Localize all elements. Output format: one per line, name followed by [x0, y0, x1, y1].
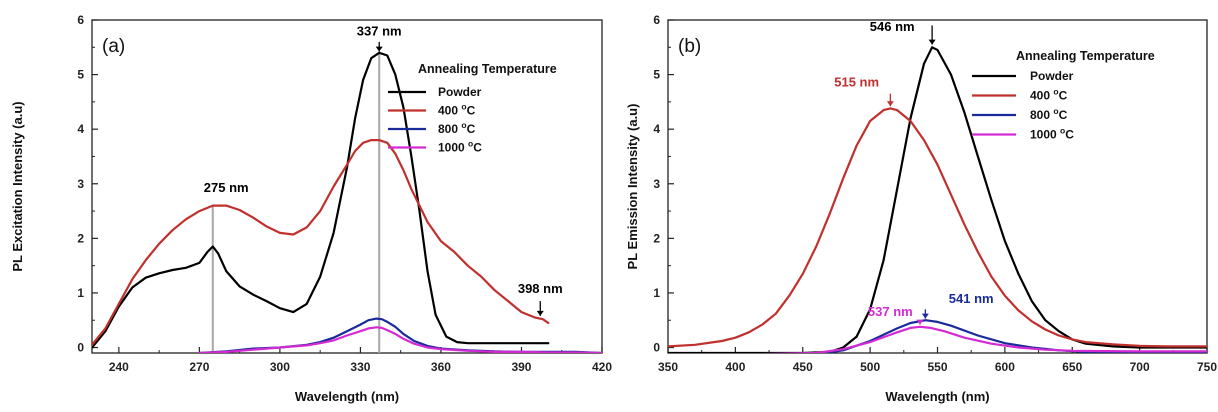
annotation-arrowhead — [375, 46, 383, 52]
y-tick-label: 5 — [77, 68, 84, 82]
peak-annotation: 515 nm — [834, 75, 879, 90]
x-tick-label: 390 — [511, 360, 531, 374]
series-line-1000-c — [668, 325, 1207, 353]
x-tick-label: 450 — [793, 360, 813, 374]
series-line-1000-c — [198, 326, 602, 353]
x-tick-label: 350 — [658, 360, 678, 374]
peak-annotation: 546 nm — [870, 19, 915, 34]
legend-entry-label: 1000 oC — [1030, 126, 1074, 142]
y-tick-label: 4 — [653, 122, 660, 136]
legend-title: Annealing Temperature — [418, 62, 557, 76]
peak-annotation: 537 nm — [868, 304, 913, 319]
y-axis-title: PL Emission Intensity (a.u) — [625, 104, 640, 270]
peak-annotation: 398 nm — [518, 281, 563, 296]
x-tick-label: 650 — [1062, 360, 1082, 374]
peak-annotation: 337 nm — [357, 23, 402, 38]
y-tick-label: 2 — [77, 231, 84, 245]
x-axis-title: Wavelength (nm) — [885, 389, 989, 404]
panel-label: (b) — [678, 36, 701, 57]
annotation-arrowhead — [536, 310, 544, 316]
peak-annotation: 541 nm — [949, 291, 994, 306]
y-tick-label: 3 — [653, 177, 660, 191]
y-tick-label: 3 — [77, 177, 84, 191]
annotation-arrowhead — [916, 319, 924, 325]
x-tick-label: 750 — [1197, 360, 1217, 374]
y-tick-label: 0 — [77, 341, 84, 355]
series-line-800-c — [198, 317, 602, 353]
x-tick-label: 300 — [270, 360, 290, 374]
x-tick-label: 500 — [860, 360, 880, 374]
x-tick-label: 600 — [995, 360, 1015, 374]
y-axis-title: PL Excitation Intensity (a.u) — [10, 101, 25, 271]
x-tick-label: 700 — [1130, 360, 1150, 374]
legend-title: Annealing Temperature — [1016, 49, 1155, 63]
y-tick-label: 2 — [653, 231, 660, 245]
legend: Annealing Temperature Powder 400 oC 800 oC 1… — [972, 49, 1155, 142]
y-tick-label: 5 — [653, 68, 660, 82]
x-tick-label: 420 — [592, 360, 612, 374]
y-tick-label: 6 — [653, 13, 660, 27]
legend-entry-label: 800 oC — [1030, 106, 1068, 122]
legend-entry-label: 400 oC — [1030, 87, 1068, 103]
series-line-400-c — [668, 107, 1207, 348]
peak-annotation: 275 nm — [204, 180, 249, 195]
annotation-arrowhead — [921, 313, 929, 319]
series-line-powder — [92, 51, 550, 349]
y-tick-label: 4 — [77, 122, 84, 136]
annotation-arrowhead — [886, 101, 894, 107]
legend-entry-label: Powder — [1030, 69, 1074, 83]
plot-frame — [91, 19, 603, 354]
legend: Annealing Temperature Powder 400 oC 800 oC 1… — [388, 62, 557, 155]
x-tick-label: 270 — [189, 360, 209, 374]
x-tick-label: 330 — [350, 360, 370, 374]
y-tick-label: 1 — [77, 286, 84, 300]
panel-label: (a) — [102, 36, 125, 57]
x-tick-label: 240 — [109, 360, 129, 374]
y-tick-label: 0 — [653, 341, 660, 355]
legend-entry-label: 1000 oC — [438, 139, 482, 155]
panel-b: 350 400 450 500 550 600 650 700 750 0 1 2 3 4 5 6 Wavele… — [625, 13, 1217, 404]
legend-entry-label: Powder — [438, 85, 482, 99]
series-line-400-c — [92, 139, 550, 346]
legend-entry-label: 400 oC — [438, 102, 476, 118]
x-tick-label: 360 — [431, 360, 451, 374]
annotation-arrowhead — [928, 39, 936, 45]
panel-a: 240 270 300 330 360 390 420 0 1 2 3 4 5 6 Wavelength (… — [10, 13, 612, 404]
x-tick-label: 400 — [725, 360, 745, 374]
legend-entry-label: 800 oC — [438, 120, 476, 136]
x-axis-title: Wavelength (nm) — [295, 389, 399, 404]
y-tick-label: 6 — [77, 13, 84, 27]
y-tick-label: 1 — [653, 286, 660, 300]
series-line-powder — [668, 46, 1207, 353]
plot-frame — [667, 19, 1208, 354]
x-tick-label: 550 — [927, 360, 947, 374]
